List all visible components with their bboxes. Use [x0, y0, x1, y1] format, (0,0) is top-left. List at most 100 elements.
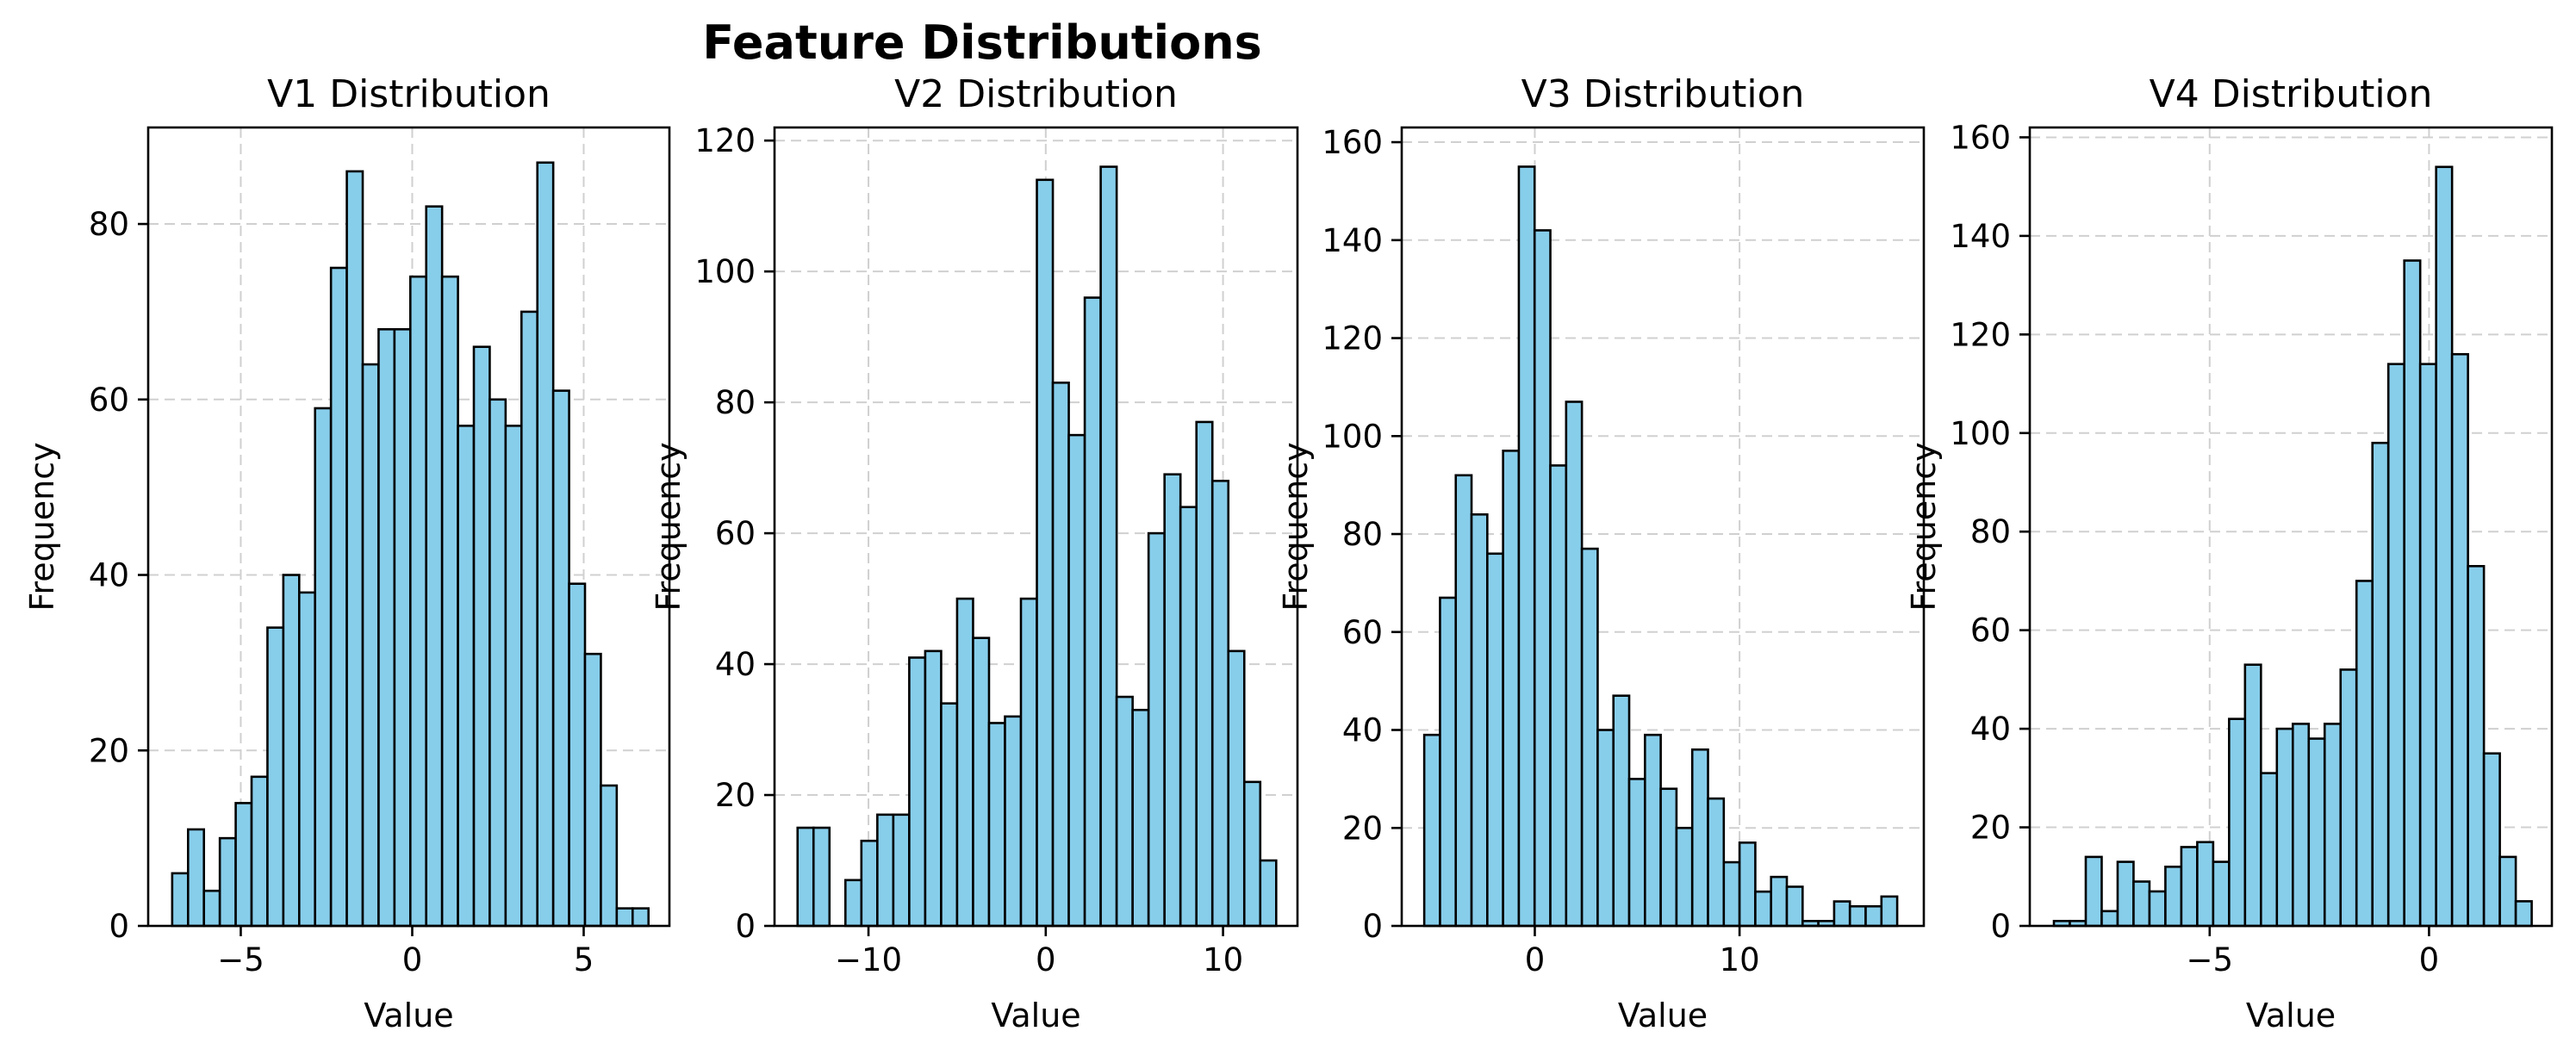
histogram-bar — [615, 907, 634, 928]
histogram-bar — [2514, 900, 2533, 928]
histogram-bar — [2498, 855, 2517, 928]
histogram-bar — [1454, 474, 1473, 928]
histogram-bar — [2212, 860, 2231, 928]
histogram-bar — [1036, 178, 1055, 928]
histogram-bar — [2386, 363, 2405, 928]
histogram-bar — [892, 813, 911, 928]
histogram-bar — [1004, 715, 1023, 928]
histogram-bar — [2084, 855, 2103, 928]
histogram-bar — [1051, 382, 1070, 928]
histogram-bar — [2307, 737, 2326, 928]
axes-frame — [2028, 126, 2554, 928]
histogram-bar — [504, 425, 523, 928]
histogram-bar — [1596, 729, 1615, 928]
y-tick-label: 120 — [694, 122, 756, 159]
histogram-bar — [2132, 880, 2151, 928]
histogram-bar — [2435, 165, 2454, 928]
x-tick-label: −5 — [2187, 941, 2234, 978]
histogram-bar — [1019, 597, 1038, 928]
y-tick-label: 0 — [109, 908, 129, 945]
x-tick-label: 0 — [1525, 941, 1546, 978]
histogram-bar — [1659, 787, 1678, 928]
histogram-bar — [2467, 564, 2486, 928]
histogram-bar — [218, 836, 237, 928]
histogram-bar — [1147, 531, 1166, 928]
x-tick-label: 0 — [402, 941, 423, 978]
y-tick-label: 20 — [715, 777, 756, 814]
histogram-bar — [2228, 717, 2247, 928]
histogram-bar — [600, 784, 619, 928]
y-tick-label: 120 — [1950, 316, 2011, 353]
y-tick-label: 40 — [715, 646, 756, 683]
histogram-bar — [876, 813, 895, 928]
histogram-bar — [282, 574, 301, 928]
histogram-bar — [234, 802, 253, 928]
histogram-bar — [329, 266, 348, 928]
panel-1: −5 0 5 0 20 40 60 80 V1 Distribution Value Frequen… — [23, 72, 671, 1034]
histogram-bar — [1163, 473, 1182, 928]
histogram-bar — [488, 398, 507, 928]
histogram-bar — [2355, 580, 2374, 928]
histogram-bar — [568, 582, 587, 928]
histogram-bar — [551, 389, 570, 928]
histogram-bar — [1422, 733, 1441, 928]
histogram-bar — [1612, 694, 1631, 928]
histogram-bar — [2450, 352, 2469, 928]
histogram-bar — [2180, 846, 2199, 928]
histogram-bar — [440, 275, 459, 928]
x-tick-label: 5 — [574, 941, 594, 978]
y-tick-label: 60 — [89, 382, 129, 419]
histogram-bar — [955, 597, 974, 928]
y-tick-label: 120 — [1322, 320, 1383, 357]
histogram-bar — [2418, 363, 2437, 928]
y-tick-label: 0 — [1990, 908, 2011, 945]
y-axis-label: Frequency — [1277, 442, 1315, 611]
histogram-bar — [314, 407, 333, 928]
histogram-bar — [812, 826, 831, 928]
histogram-bar — [1580, 547, 1599, 928]
histogram-bar — [2148, 890, 2167, 928]
histogram-bar — [425, 205, 444, 928]
histogram-bar — [1738, 842, 1757, 928]
histogram-bar — [520, 310, 539, 928]
histogram-bar — [1517, 165, 1536, 928]
histogram-bar — [1848, 904, 1867, 928]
histogram-bar — [1644, 733, 1662, 928]
histogram-bar — [1131, 708, 1150, 928]
x-tick-label: 10 — [1720, 941, 1760, 978]
histogram-bar — [1083, 296, 1102, 928]
histogram-bar — [1785, 885, 1804, 928]
histogram-bar — [297, 591, 317, 928]
histogram-bar — [1179, 506, 1198, 928]
histogram-bar — [583, 652, 602, 928]
histogram-bar — [1754, 890, 1773, 928]
y-axis-label: Frequency — [23, 442, 61, 611]
histogram-bar — [2116, 860, 2135, 928]
histogram-bar — [2291, 723, 2311, 928]
histogram-bar — [1067, 433, 1086, 928]
histogram-bar — [1533, 229, 1552, 928]
histogram-bar — [1115, 695, 1134, 928]
histogram-bar — [908, 656, 927, 928]
histogram-bar — [2196, 841, 2215, 928]
histogram-bar — [1770, 875, 1789, 928]
y-tick-label: 80 — [1342, 516, 1383, 553]
histogram-bar — [2323, 723, 2343, 928]
y-tick-label: 100 — [694, 253, 756, 290]
histogram-bar — [1722, 860, 1741, 928]
histogram-bar — [987, 722, 1006, 928]
histogram-bar — [860, 839, 879, 928]
histogram-bar — [186, 828, 206, 928]
histogram-bar — [1627, 778, 1646, 928]
x-axis-label: Value — [2246, 997, 2336, 1034]
x-axis-label: Value — [1618, 997, 1708, 1034]
panel-title: V2 Distribution — [894, 72, 1178, 116]
histogram-bar — [631, 907, 650, 928]
y-tick-label: 140 — [1322, 222, 1383, 259]
y-tick-label: 20 — [1970, 810, 2011, 847]
y-tick-label: 40 — [1342, 712, 1383, 749]
figure-title: Feature Distributions — [702, 16, 1262, 70]
